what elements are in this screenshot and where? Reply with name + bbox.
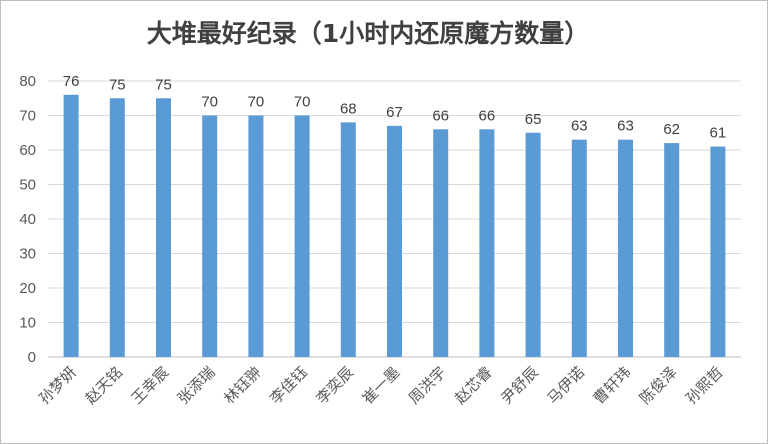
x-tick-label: 崔一墨 xyxy=(359,363,404,408)
data-label: 75 xyxy=(109,76,126,93)
y-axis: 0 10 20 30 40 50 60 70 80 xyxy=(19,73,36,366)
bar xyxy=(63,94,79,358)
data-label: 66 xyxy=(432,107,449,124)
x-tick-label: 陈俊泽 xyxy=(636,363,681,408)
data-label: 66 xyxy=(479,107,496,124)
x-axis: 孙梦妍 赵天铭 王幸宸 张添瑞 林钰翀 李佳钰 李奕辰 崔一墨 周洪宇 赵芯睿 尹舒辰 马伊诺 曹轩玮陈… xyxy=(35,363,726,408)
bar xyxy=(525,132,541,357)
data-label: 68 xyxy=(340,100,357,117)
y-tick-label: 10 xyxy=(19,315,36,332)
x-tick-label: 李佳钰 xyxy=(266,363,311,408)
x-tick-label: 张添瑞 xyxy=(174,363,219,408)
y-tick-label: 40 xyxy=(19,211,36,228)
data-label: 70 xyxy=(294,94,311,111)
data-label: 76 xyxy=(63,73,80,90)
data-label: 67 xyxy=(386,104,403,121)
bar xyxy=(664,143,680,357)
data-label: 75 xyxy=(155,76,172,93)
x-tick-label: 周洪宇 xyxy=(405,363,450,408)
data-label: 70 xyxy=(248,94,265,111)
y-tick-label: 30 xyxy=(19,246,36,263)
data-label: 70 xyxy=(201,94,218,111)
bar xyxy=(387,125,402,357)
x-tick-label: 林钰翀 xyxy=(220,363,265,408)
data-label: 65 xyxy=(525,111,542,128)
x-tick-label: 尹舒辰 xyxy=(497,363,542,408)
bars xyxy=(63,94,726,358)
data-labels: 76 75 75 70 70 70 68 67 66 66 65 63 63 62 61 xyxy=(63,73,726,142)
bar xyxy=(571,139,587,357)
bar xyxy=(618,139,633,357)
x-tick-label: 曹轩玮 xyxy=(590,363,635,408)
x-tick-label: 孙熙哲 xyxy=(682,363,727,408)
bar xyxy=(710,146,726,357)
data-label: 63 xyxy=(617,118,634,135)
y-tick-label: 60 xyxy=(19,142,36,159)
data-label: 63 xyxy=(571,118,588,135)
bar xyxy=(248,115,264,357)
chart-title: 大堆最好纪录（1小时内还原魔方数量） xyxy=(147,19,589,48)
y-tick-label: 50 xyxy=(19,177,36,194)
x-tick-label: 孙梦妍 xyxy=(35,363,80,408)
bar xyxy=(156,98,171,357)
bar xyxy=(433,129,449,357)
bar xyxy=(294,115,310,357)
y-tick-label: 70 xyxy=(19,108,36,125)
x-tick-label: 李奕辰 xyxy=(313,363,358,408)
y-tick-label: 0 xyxy=(28,349,36,366)
data-label: 61 xyxy=(710,125,727,142)
x-tick-label: 王幸宸 xyxy=(128,363,173,408)
bar xyxy=(109,98,125,357)
bar xyxy=(479,129,495,357)
y-tick-label: 20 xyxy=(19,280,36,297)
data-label: 62 xyxy=(663,121,680,138)
y-tick-label: 80 xyxy=(19,73,36,90)
bar xyxy=(202,115,218,357)
x-tick-label: 赵芯睿 xyxy=(451,363,496,408)
bar xyxy=(340,122,356,358)
x-tick-label: 马伊诺 xyxy=(544,363,589,408)
x-tick-label: 赵天铭 xyxy=(82,363,127,408)
